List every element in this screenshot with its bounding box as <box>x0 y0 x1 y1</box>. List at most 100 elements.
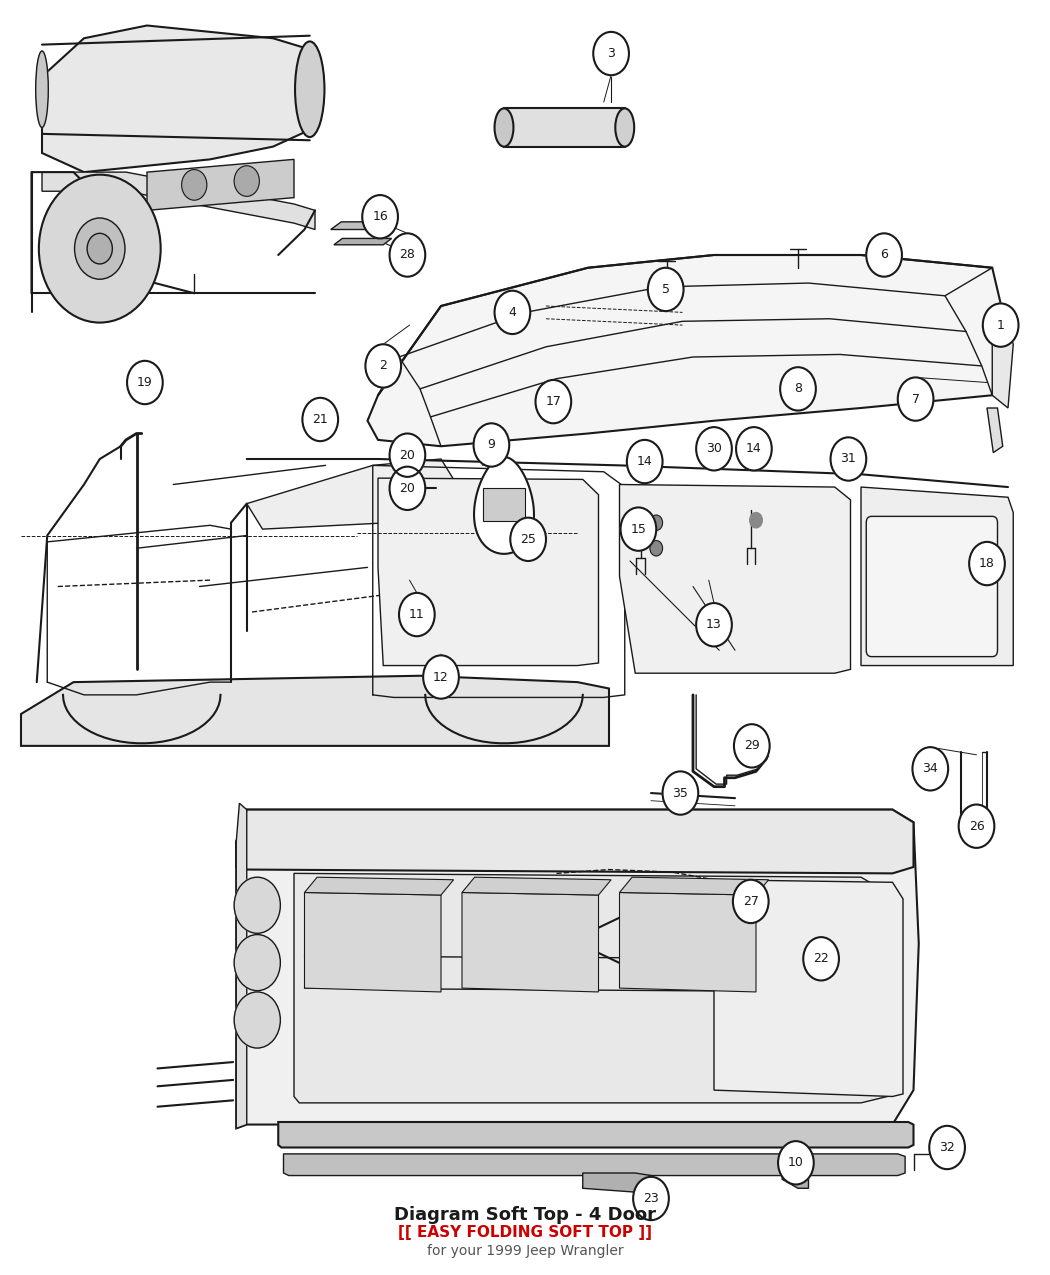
Polygon shape <box>474 456 534 553</box>
Circle shape <box>302 398 338 441</box>
Text: 6: 6 <box>880 249 888 261</box>
Circle shape <box>650 515 663 530</box>
Polygon shape <box>284 1154 905 1176</box>
Polygon shape <box>368 255 1003 446</box>
Text: 3: 3 <box>607 47 615 60</box>
Circle shape <box>696 603 732 646</box>
Circle shape <box>234 877 280 933</box>
Text: 11: 11 <box>410 608 424 621</box>
Text: 9: 9 <box>487 439 496 451</box>
Polygon shape <box>304 892 441 992</box>
Text: 14: 14 <box>746 442 761 455</box>
Polygon shape <box>782 1160 808 1188</box>
Text: 18: 18 <box>979 557 995 570</box>
Circle shape <box>536 380 571 423</box>
Circle shape <box>969 542 1005 585</box>
Circle shape <box>633 1177 669 1220</box>
Text: 12: 12 <box>433 671 449 683</box>
Text: 4: 4 <box>508 306 517 319</box>
Polygon shape <box>21 676 609 746</box>
Polygon shape <box>236 810 919 1128</box>
Text: 19: 19 <box>136 376 153 389</box>
Polygon shape <box>620 484 851 673</box>
Circle shape <box>780 367 816 411</box>
Ellipse shape <box>36 51 48 128</box>
Text: 2: 2 <box>379 360 387 372</box>
Text: 28: 28 <box>399 249 416 261</box>
Text: 13: 13 <box>706 618 722 631</box>
Circle shape <box>912 747 948 790</box>
Polygon shape <box>987 408 1003 453</box>
Text: 23: 23 <box>643 1192 659 1205</box>
Polygon shape <box>620 877 769 895</box>
Text: 20: 20 <box>399 449 416 462</box>
Text: 17: 17 <box>545 395 562 408</box>
Polygon shape <box>278 1122 914 1148</box>
Polygon shape <box>304 877 454 895</box>
Text: 15: 15 <box>630 523 647 536</box>
Circle shape <box>75 218 125 279</box>
Circle shape <box>983 303 1018 347</box>
Circle shape <box>866 233 902 277</box>
Polygon shape <box>334 238 392 245</box>
Circle shape <box>390 467 425 510</box>
Polygon shape <box>236 810 914 873</box>
FancyBboxPatch shape <box>483 488 525 521</box>
Text: 1: 1 <box>996 319 1005 332</box>
Text: 8: 8 <box>794 382 802 395</box>
Circle shape <box>593 32 629 75</box>
Circle shape <box>803 937 839 980</box>
Polygon shape <box>714 880 903 1096</box>
Circle shape <box>87 233 112 264</box>
Circle shape <box>929 1126 965 1169</box>
Circle shape <box>734 724 770 768</box>
Text: 30: 30 <box>706 442 722 455</box>
Polygon shape <box>861 487 1013 666</box>
Polygon shape <box>992 312 1013 408</box>
Circle shape <box>234 992 280 1048</box>
Ellipse shape <box>295 42 324 138</box>
Polygon shape <box>147 159 294 210</box>
Text: 32: 32 <box>940 1141 956 1154</box>
Polygon shape <box>42 172 315 229</box>
Circle shape <box>495 291 530 334</box>
Circle shape <box>733 880 769 923</box>
Polygon shape <box>620 892 756 992</box>
Ellipse shape <box>495 108 513 147</box>
Text: 29: 29 <box>743 740 759 752</box>
Text: 20: 20 <box>399 482 416 495</box>
Ellipse shape <box>615 108 634 147</box>
FancyBboxPatch shape <box>866 516 998 657</box>
Text: for your 1999 Jeep Wrangler: for your 1999 Jeep Wrangler <box>426 1244 624 1257</box>
Circle shape <box>390 434 425 477</box>
Circle shape <box>474 423 509 467</box>
Polygon shape <box>462 892 598 992</box>
Text: 10: 10 <box>788 1156 804 1169</box>
Polygon shape <box>331 222 388 230</box>
Polygon shape <box>42 26 315 172</box>
Circle shape <box>663 771 698 815</box>
Text: 27: 27 <box>742 895 759 908</box>
Circle shape <box>650 541 663 556</box>
Circle shape <box>234 166 259 196</box>
Circle shape <box>621 507 656 551</box>
Text: Diagram Soft Top - 4 Door: Diagram Soft Top - 4 Door <box>394 1206 656 1224</box>
Circle shape <box>627 440 663 483</box>
Text: 26: 26 <box>968 820 985 833</box>
Polygon shape <box>378 478 598 666</box>
Circle shape <box>365 344 401 388</box>
Text: 22: 22 <box>813 952 830 965</box>
Circle shape <box>750 513 762 528</box>
Circle shape <box>510 518 546 561</box>
Text: 5: 5 <box>662 283 670 296</box>
Circle shape <box>399 593 435 636</box>
Circle shape <box>959 805 994 848</box>
Circle shape <box>390 233 425 277</box>
Circle shape <box>423 655 459 699</box>
Text: 35: 35 <box>672 787 689 799</box>
Text: 16: 16 <box>372 210 387 223</box>
Text: [[ EASY FOLDING SOFT TOP ]]: [[ EASY FOLDING SOFT TOP ]] <box>398 1225 652 1241</box>
Circle shape <box>898 377 933 421</box>
Circle shape <box>778 1141 814 1184</box>
Circle shape <box>127 361 163 404</box>
